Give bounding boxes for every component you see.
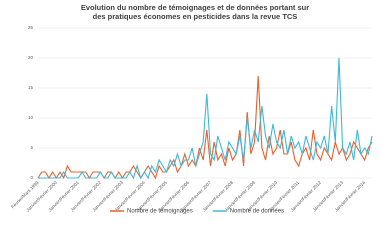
y-tick-label: 25 [28,25,34,30]
chart-title: Evolution du nombre de témoignages et de… [80,3,310,21]
series-line [38,57,373,180]
page: Evolution du nombre de témoignages et de… [10,3,373,215]
legend-label: Nombre de données [230,209,284,215]
y-tick-label: 20 [28,55,34,60]
legend-label: Nombre de témoignages [127,209,193,215]
y-tick-label: 15 [28,85,34,90]
y-tick-label: 5 [30,145,33,150]
y-tick-label: 0 [30,175,33,180]
y-tick-label: 10 [28,115,34,120]
series-line [37,75,373,180]
